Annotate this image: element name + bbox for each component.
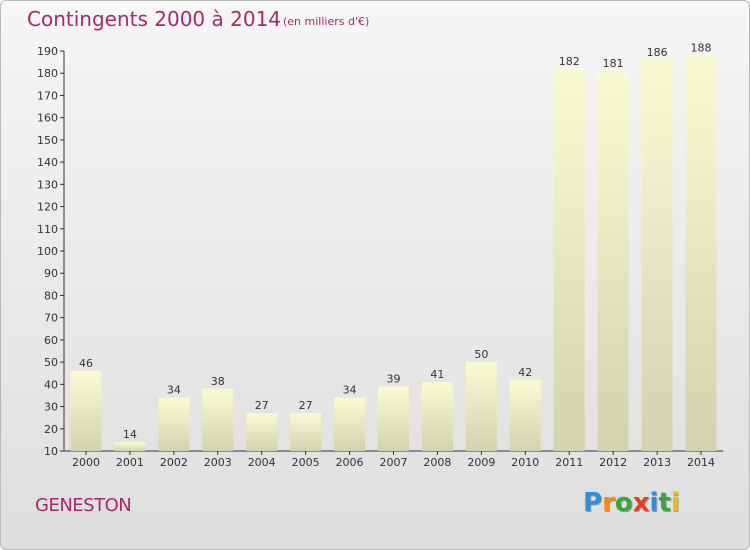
- value-label-2004: 27: [255, 399, 269, 412]
- bar-2014: [685, 55, 717, 451]
- y-tick-label: 140: [37, 156, 58, 169]
- value-label-2002: 34: [167, 384, 181, 397]
- bar-2010: [509, 379, 541, 451]
- bar-2003: [202, 388, 234, 451]
- y-tick-label: 70: [44, 312, 58, 325]
- brand-letter: i: [649, 488, 659, 518]
- bar-2002: [158, 397, 190, 451]
- x-tick-label-2012: 2012: [599, 456, 627, 469]
- y-tick-label: 10: [44, 445, 58, 458]
- x-tick-label-2011: 2011: [555, 456, 583, 469]
- x-tick-label-2000: 2000: [72, 456, 100, 469]
- value-label-2011: 182: [559, 55, 580, 68]
- brand-letter: t: [658, 488, 671, 518]
- y-tick-label: 190: [37, 45, 58, 58]
- value-label-2010: 42: [518, 366, 532, 379]
- bars-group: 46 14 34 38 27 27 34 39 41 50 42 182 181 186 188: [70, 41, 717, 452]
- value-label-2003: 38: [211, 375, 225, 388]
- x-tick-label-2010: 2010: [511, 456, 539, 469]
- x-tick-label-2006: 2006: [336, 456, 364, 469]
- bar-2008: [421, 382, 453, 451]
- x-axis-ticks: 2000 2001 2002 2003 2004 2005 2006 2007 2008 2009…: [72, 451, 715, 469]
- y-tick-label: 60: [44, 334, 58, 347]
- value-label-2014: 188: [691, 41, 712, 54]
- value-label-2000: 46: [79, 357, 93, 370]
- bar-2005: [290, 413, 322, 451]
- brand-letter: i: [670, 488, 680, 518]
- y-tick-label: 170: [37, 89, 58, 102]
- commune-name: GENESTON: [35, 495, 132, 516]
- value-label-2001: 14: [123, 428, 137, 441]
- bar-2013: [641, 59, 673, 452]
- y-tick-label: 130: [37, 178, 58, 191]
- value-label-2008: 41: [430, 368, 444, 381]
- x-tick-label-2002: 2002: [160, 456, 188, 469]
- x-tick-label-2009: 2009: [467, 456, 495, 469]
- bar-2012: [597, 71, 629, 451]
- value-label-2013: 186: [647, 46, 668, 59]
- x-tick-label-2008: 2008: [423, 456, 451, 469]
- y-tick-label: 90: [44, 267, 58, 280]
- y-tick-label: 160: [37, 112, 58, 125]
- brand-letter: o: [614, 488, 633, 518]
- chart-subtitle: (en milliers d'€): [283, 15, 370, 28]
- x-tick-label-2014: 2014: [687, 456, 715, 469]
- bar-2007: [378, 386, 409, 451]
- x-tick-label-2004: 2004: [248, 456, 276, 469]
- y-axis-ticks: 10 20 30 40 50 60 70 80 90 100 110 120 130 140 150 160 1…: [37, 45, 64, 458]
- y-tick-label: 150: [37, 134, 58, 147]
- bar-2011: [553, 68, 585, 452]
- bar-2001: [114, 442, 146, 451]
- bar-2006: [334, 397, 366, 451]
- value-label-2009: 50: [474, 348, 488, 361]
- bar-2000: [70, 371, 102, 451]
- y-tick-label: 110: [37, 223, 58, 236]
- brand-letter: x: [632, 488, 650, 518]
- y-tick-label: 100: [37, 245, 58, 258]
- chart-title: Contingents 2000 à 2014: [27, 7, 282, 31]
- y-tick-label: 30: [44, 401, 58, 414]
- bar-2004: [246, 413, 278, 451]
- value-label-2006: 34: [343, 384, 357, 397]
- x-tick-label-2001: 2001: [116, 456, 144, 469]
- y-tick-label: 50: [44, 356, 58, 369]
- y-tick-label: 80: [44, 289, 58, 302]
- value-label-2012: 181: [603, 57, 624, 70]
- y-tick-label: 180: [37, 67, 58, 80]
- x-tick-label-2007: 2007: [380, 456, 408, 469]
- brand-logo: Proxiti: [583, 488, 680, 518]
- brand-letter: P: [583, 488, 603, 518]
- x-tick-label-2005: 2005: [292, 456, 320, 469]
- x-tick-label-2003: 2003: [204, 456, 232, 469]
- value-label-2007: 39: [387, 373, 401, 386]
- brand-letter: r: [602, 488, 615, 518]
- y-tick-label: 120: [37, 201, 58, 214]
- bar-2009: [465, 362, 497, 451]
- x-tick-label-2013: 2013: [643, 456, 671, 469]
- y-tick-label: 20: [44, 423, 58, 436]
- value-label-2005: 27: [299, 399, 313, 412]
- y-tick-label: 40: [44, 378, 58, 391]
